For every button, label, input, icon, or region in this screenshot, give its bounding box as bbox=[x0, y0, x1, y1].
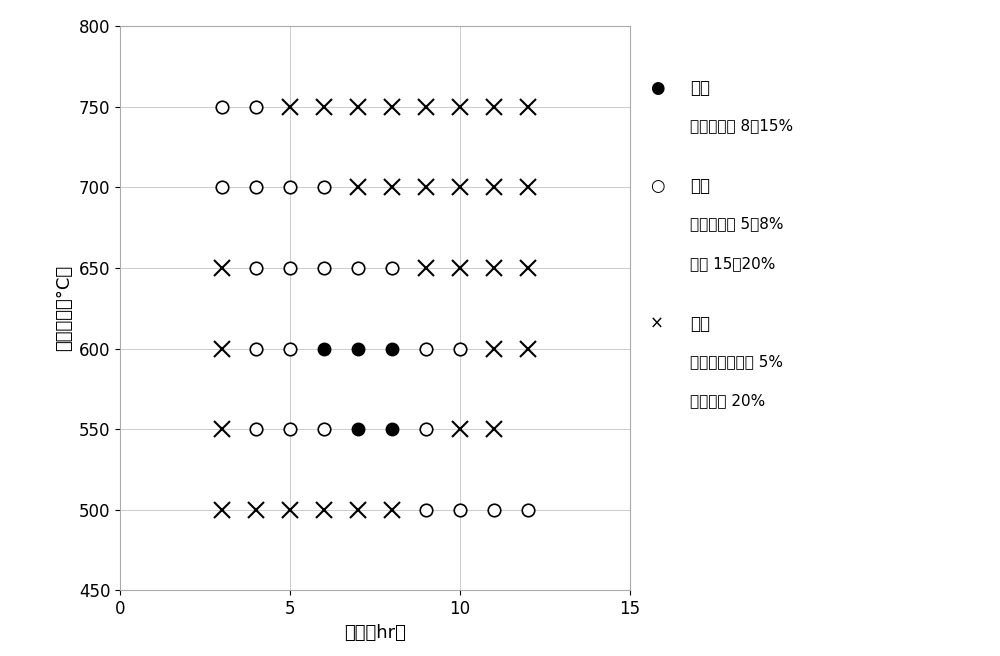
Text: ×: × bbox=[650, 315, 664, 333]
Text: ●: ● bbox=[650, 79, 664, 96]
Y-axis label: 环境温度［°C］: 环境温度［°C］ bbox=[55, 265, 73, 352]
Text: 体积收缩率不到 5%: 体积收缩率不到 5% bbox=[690, 354, 783, 369]
X-axis label: 时间［hr］: 时间［hr］ bbox=[344, 624, 406, 642]
Text: 或者 15～20%: 或者 15～20% bbox=[690, 256, 775, 271]
Text: ○: ○ bbox=[650, 177, 664, 195]
Text: 不良: 不良 bbox=[690, 315, 710, 333]
Text: 合适: 合适 bbox=[690, 79, 710, 96]
Text: 良好: 良好 bbox=[690, 177, 710, 195]
Text: 体积收缩率 5～8%: 体积收缩率 5～8% bbox=[690, 216, 784, 232]
Text: 或者超过 20%: 或者超过 20% bbox=[690, 394, 765, 409]
Text: 体积收缩率 8～15%: 体积收缩率 8～15% bbox=[690, 118, 793, 133]
